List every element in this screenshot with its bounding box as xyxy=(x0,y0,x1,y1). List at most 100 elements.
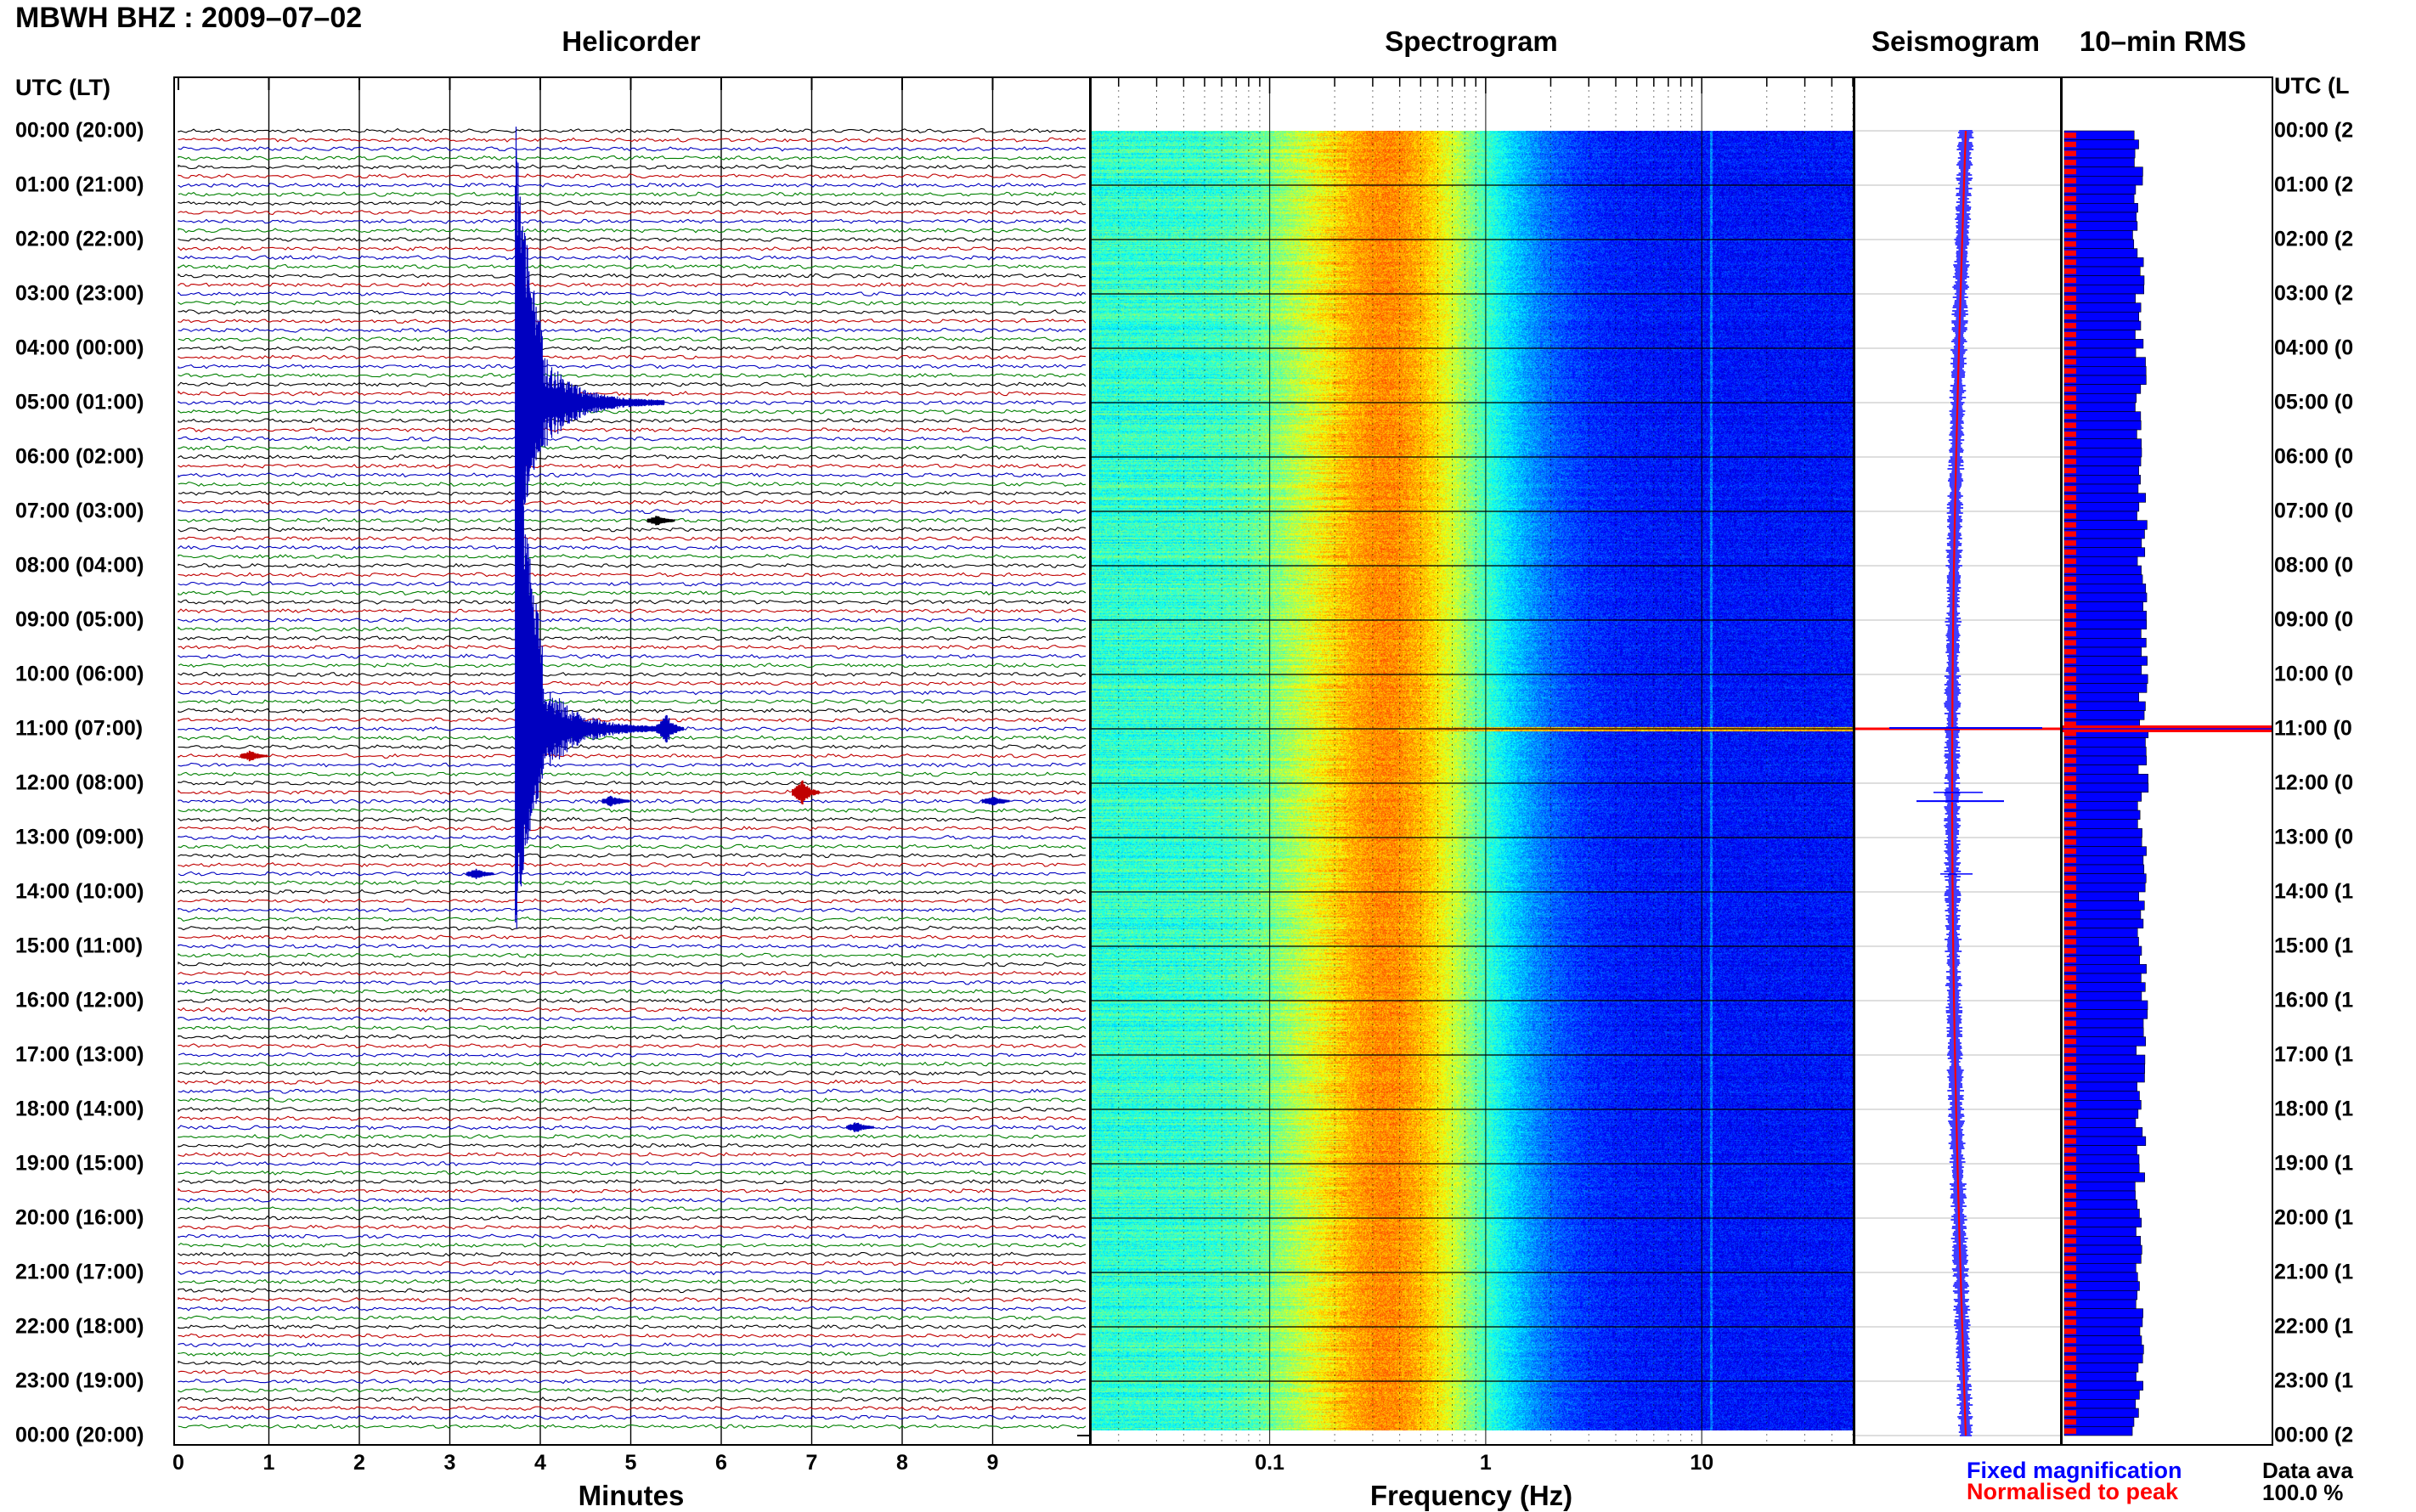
helicorder-trace xyxy=(178,381,1087,387)
rms-bar-normalised xyxy=(2064,1220,2076,1226)
rms-bar-normalised xyxy=(2064,1391,2076,1398)
rms-bar-normalised xyxy=(2064,1138,2076,1144)
helicorder-trace xyxy=(178,1414,1087,1420)
y-tick-label-left: 06:00 (02:00) xyxy=(15,444,144,469)
y-tick-label-right: 04:00 (0 xyxy=(2274,336,2354,360)
rms-bar-normalised xyxy=(2064,1265,2076,1271)
rms-bar-normalised xyxy=(2064,1228,2076,1235)
rms-bar-fixed xyxy=(2063,710,2145,720)
rms-bar-normalised xyxy=(2064,649,2076,655)
helicorder-trace xyxy=(178,127,1087,134)
y-tick-label-right: 06:00 (0 xyxy=(2274,444,2354,469)
helicorder-event-waveform xyxy=(656,714,685,743)
rms-bar-normalised xyxy=(2064,812,2076,818)
helicorder-trace xyxy=(178,445,1087,451)
rms-bar-normalised xyxy=(2064,612,2076,618)
rms-bar-normalised xyxy=(2064,1410,2076,1416)
rms-bar-normalised xyxy=(2064,150,2076,156)
helicorder-event-waveform xyxy=(515,127,665,568)
helicorder-trace xyxy=(178,327,1087,333)
y-tick-label-left: 22:00 (18:00) xyxy=(15,1314,144,1339)
utc-lt-header-left: UTC (LT) xyxy=(15,75,110,100)
helicorder-trace xyxy=(178,1007,1087,1013)
helicorder-trace xyxy=(178,1233,1087,1239)
rms-bar-fixed xyxy=(2063,1136,2147,1146)
rms-bar-fixed xyxy=(2063,275,2145,285)
rms-bar-normalised xyxy=(2064,1329,2076,1334)
rms-bar-fixed xyxy=(2063,1063,2145,1074)
rms-bar-normalised xyxy=(2064,241,2076,247)
helicorder-trace xyxy=(178,245,1087,251)
rms-bar-normalised xyxy=(2064,1156,2076,1162)
helicorder-trace xyxy=(178,137,1087,143)
rms-bar-normalised xyxy=(2064,1374,2076,1379)
spectrogram-panel xyxy=(1090,76,1854,1446)
helicorder-trace xyxy=(178,291,1087,296)
rms-bar-normalised xyxy=(2064,622,2076,628)
y-tick-label-right: 07:00 (0 xyxy=(2274,499,2354,523)
y-tick-label-right: 01:00 (2 xyxy=(2274,172,2354,197)
rms-bar-normalised xyxy=(2064,1129,2076,1135)
rms-bar-fixed xyxy=(2063,619,2148,629)
helicorder-trace xyxy=(178,562,1087,569)
helicorder-trace xyxy=(178,645,1087,651)
helicorder-title: Helicorder xyxy=(562,25,701,57)
rms-bar-normalised xyxy=(2064,232,2076,238)
helicorder-trace xyxy=(178,1315,1087,1321)
rms-bar-normalised xyxy=(2064,1419,2076,1425)
helicorder-trace xyxy=(178,1052,1087,1058)
helicorder-trace xyxy=(178,1024,1087,1030)
rms-bar-fixed xyxy=(2063,1054,2146,1064)
rms-bar-normalised xyxy=(2064,1057,2076,1063)
rms-bar-normalised xyxy=(2064,603,2076,610)
helicorder-trace xyxy=(178,1133,1087,1140)
rms-bar-normalised xyxy=(2064,296,2076,302)
rms-bar-normalised xyxy=(2064,1238,2076,1244)
helicorder-trace xyxy=(178,1387,1087,1393)
y-tick-label-left: 14:00 (10:00) xyxy=(15,879,144,904)
helicorder-trace xyxy=(178,318,1087,324)
helicorder-trace xyxy=(178,1269,1087,1276)
helicorder-trace xyxy=(178,635,1087,641)
y-tick-label-left: 13:00 (09:00) xyxy=(15,825,144,849)
rms-bar-normalised xyxy=(2064,748,2076,754)
rms-bar-normalised xyxy=(2064,821,2076,827)
helicorder-trace xyxy=(178,1396,1087,1402)
rms-bar-normalised xyxy=(2064,404,2076,410)
helicorder-x-tick-label: 4 xyxy=(534,1451,546,1475)
rms-bar-normalised xyxy=(2064,1247,2076,1253)
helicorder-trace xyxy=(178,1296,1087,1302)
helicorder-trace xyxy=(178,572,1087,578)
rms-bar-normalised xyxy=(2064,848,2076,855)
rms-bar-normalised xyxy=(2064,894,2076,900)
helicorder-event-waveform xyxy=(515,396,665,929)
rms-bar-normalised xyxy=(2064,1292,2076,1298)
rms-bar-normalised xyxy=(2064,1356,2076,1362)
rms-bar-normalised xyxy=(2064,694,2076,700)
helicorder-trace xyxy=(178,1360,1087,1366)
y-tick-label-left: 00:00 (20:00) xyxy=(15,1423,144,1447)
helicorder-trace xyxy=(178,354,1087,360)
helicorder-trace xyxy=(178,490,1087,496)
rms-bar-normalised xyxy=(2064,205,2076,211)
rms-bar-normalised xyxy=(2064,386,2076,392)
rms-bar-fixed xyxy=(2063,1009,2148,1019)
rms-bar-normalised xyxy=(2064,785,2076,791)
rms-bar-normalised xyxy=(2064,1193,2076,1199)
utc-lt-header-right: UTC (L xyxy=(2274,73,2350,99)
rms-bar-fixed xyxy=(2063,520,2148,530)
helicorder-trace xyxy=(178,1016,1087,1022)
rms-bar-normalised xyxy=(2064,731,2076,736)
y-tick-label-right: 14:00 (1 xyxy=(2274,879,2354,904)
helicorder-trace xyxy=(178,237,1087,243)
rms-bar-fixed xyxy=(2063,584,2147,594)
helicorder-trace xyxy=(178,907,1087,913)
rms-bar-fixed xyxy=(2063,1036,2146,1047)
rms-bar-fixed xyxy=(2063,782,2149,793)
helicorder-trace xyxy=(178,1188,1087,1194)
rms-bar-normalised xyxy=(2064,1102,2076,1108)
helicorder-trace xyxy=(178,952,1087,958)
rms-bar-normalised xyxy=(2064,513,2076,519)
helicorder-trace xyxy=(178,173,1087,179)
rms-bar-fixed xyxy=(2063,737,2146,748)
